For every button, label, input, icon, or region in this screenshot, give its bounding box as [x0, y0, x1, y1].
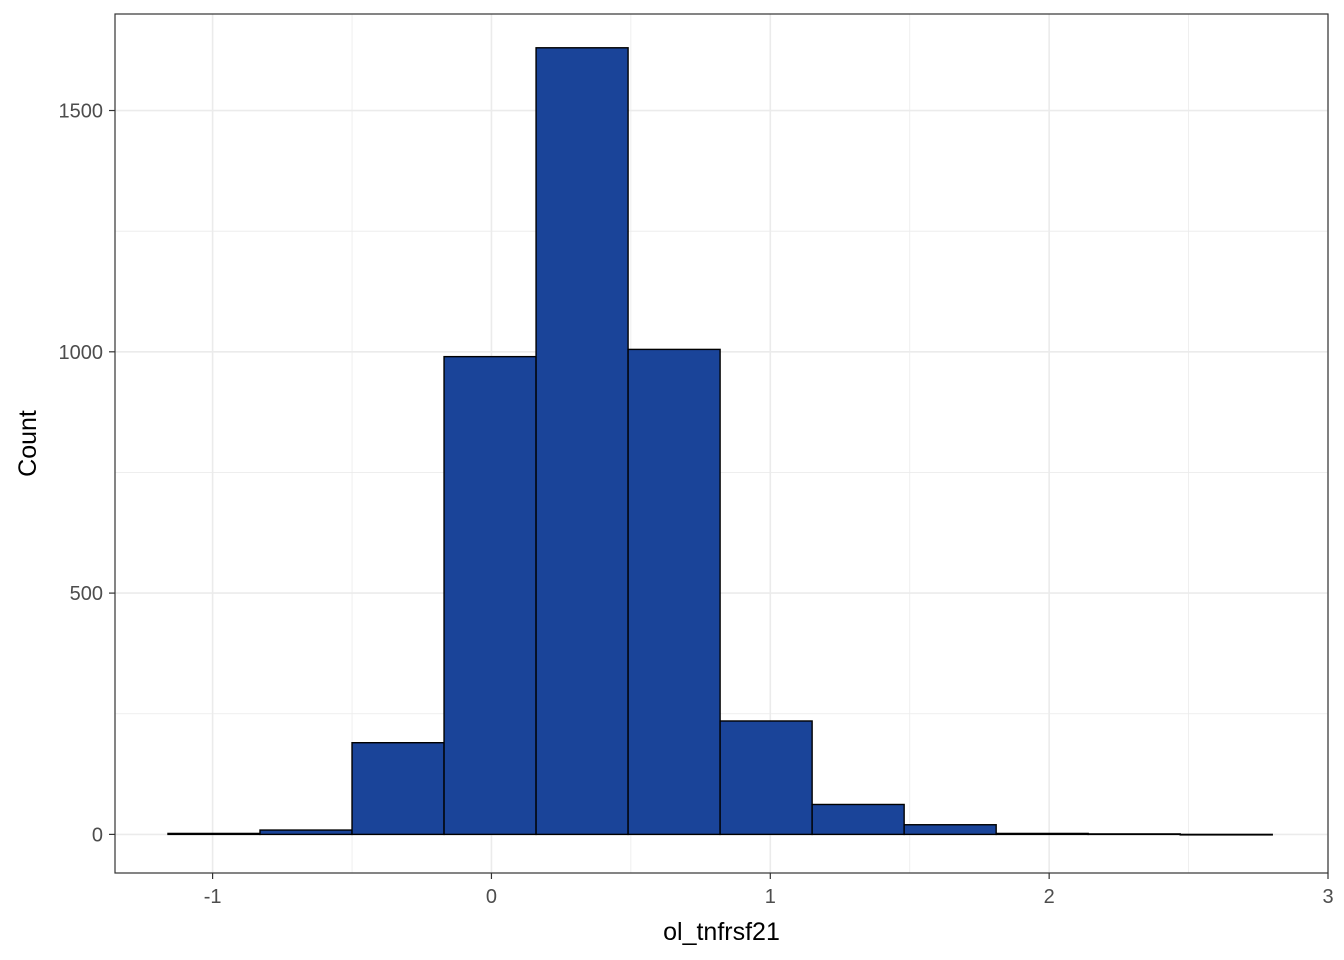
- histogram-bar: [719, 720, 813, 836]
- x-tick-label: -1: [204, 886, 222, 908]
- histogram-bar: [1087, 833, 1181, 836]
- panel-border: [114, 13, 1329, 874]
- histogram-bar: [811, 803, 905, 836]
- histogram-bar: [167, 832, 261, 836]
- x-tick-labels: -1 0 1 2 3: [204, 886, 1334, 908]
- x-tick-label: 3: [1322, 886, 1333, 908]
- y-tick-label: 500: [70, 583, 103, 605]
- axis-ticks: [109, 109, 1329, 879]
- y-tick-label: 0: [92, 824, 103, 846]
- y-tick-label: 1500: [59, 101, 104, 123]
- histogram-bar: [627, 348, 721, 836]
- histogram-bar: [443, 355, 537, 836]
- x-tick-label: 1: [765, 886, 776, 908]
- histogram-bars: [167, 47, 1273, 836]
- x-tick-label: 0: [486, 886, 497, 908]
- y-tick-label: 1000: [59, 342, 104, 364]
- histogram-bar: [1179, 833, 1273, 836]
- x-tick-label: 2: [1044, 886, 1055, 908]
- histogram-bar: [903, 824, 997, 836]
- y-axis-title: Count: [14, 410, 42, 477]
- y-tick-labels: 0 500 1000 1500: [59, 101, 104, 847]
- histogram-bar: [351, 742, 445, 836]
- histogram-bar: [535, 47, 629, 836]
- histogram-bar: [995, 832, 1089, 836]
- x-axis-title: ol_tnfrsf21: [663, 918, 780, 946]
- histogram-bar: [259, 829, 353, 836]
